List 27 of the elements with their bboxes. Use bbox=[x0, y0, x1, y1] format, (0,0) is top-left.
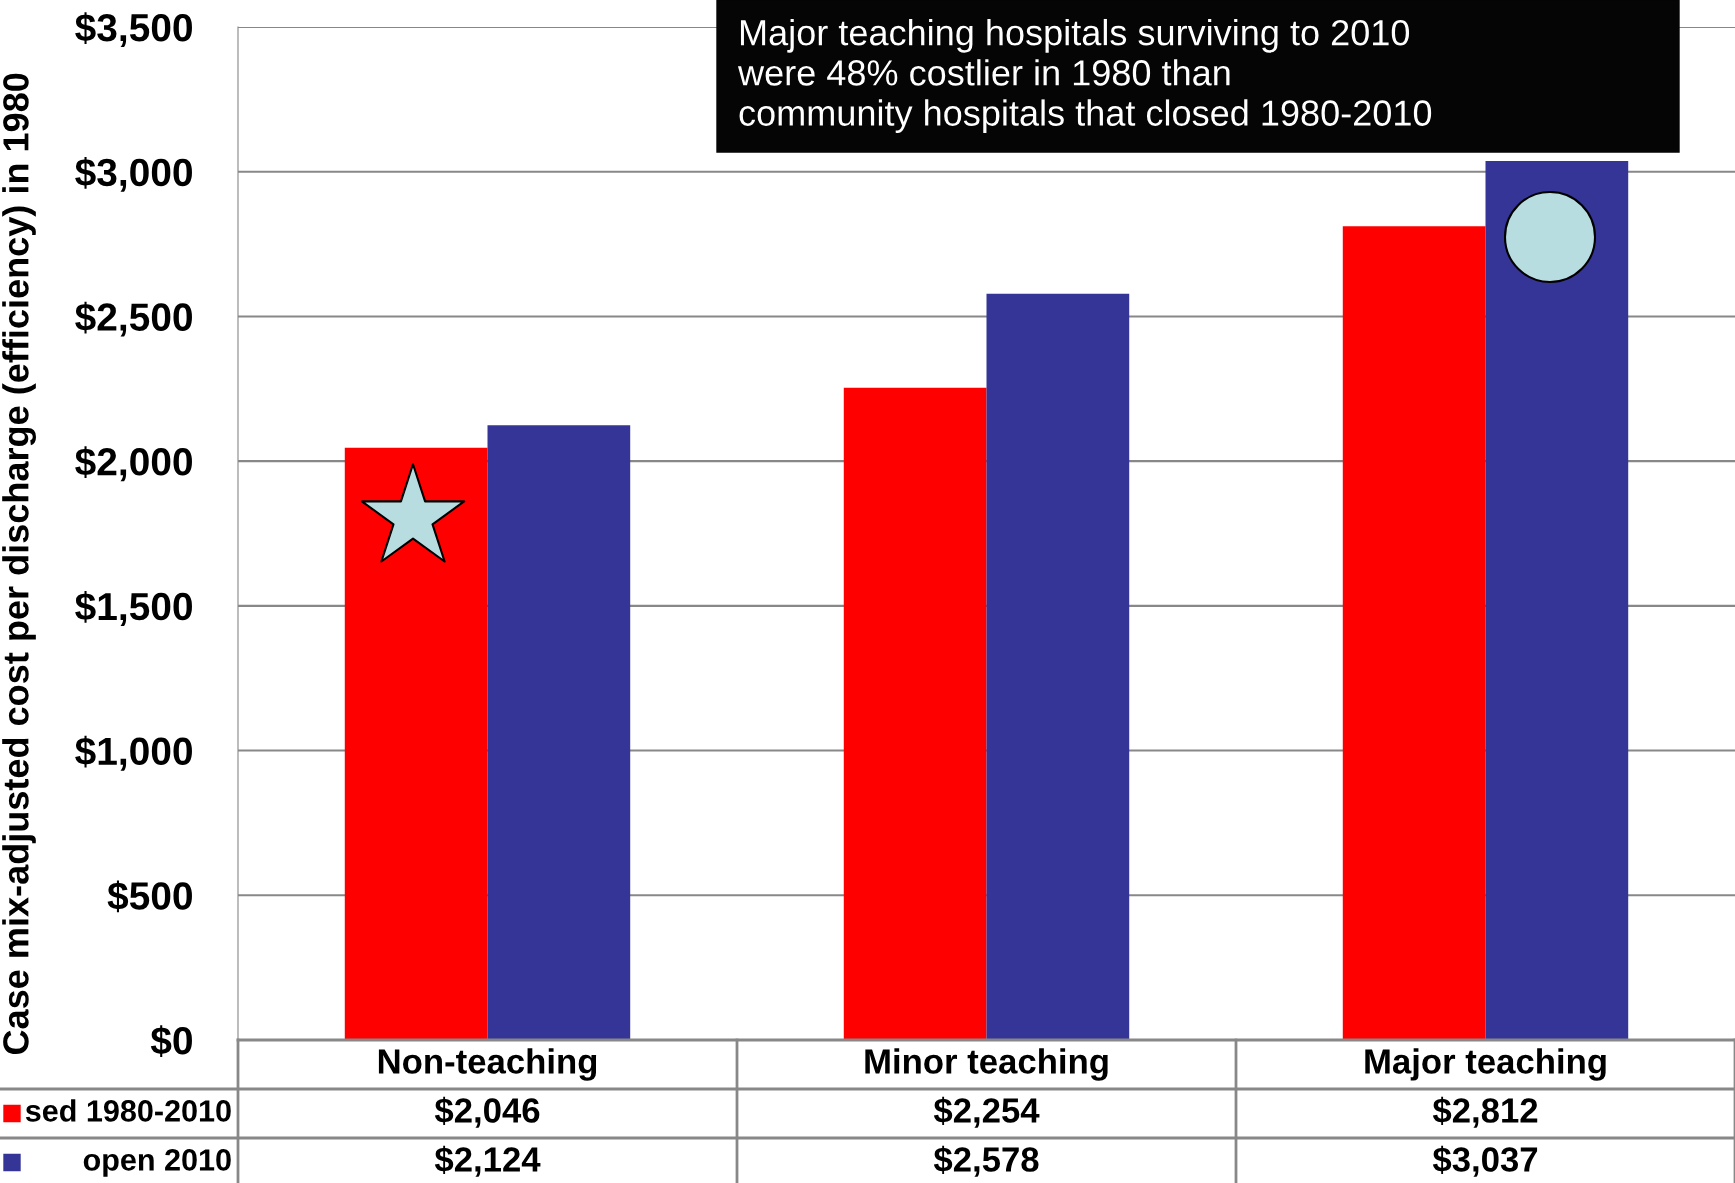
y-axis-title: Case mix-adjusted cost per discharge (efficiency) in 1980 bbox=[2, 73, 36, 1055]
data-label: $2,124 bbox=[434, 1145, 541, 1177]
data-label: $2,578 bbox=[933, 1145, 1039, 1177]
bar bbox=[843, 387, 987, 1040]
y-tick-label: $0 bbox=[150, 1025, 192, 1057]
x-tick-label: Major teaching bbox=[1365, 1048, 1606, 1081]
bar bbox=[344, 447, 488, 1040]
bar bbox=[487, 425, 631, 1040]
x-tick-label: Non-teaching bbox=[378, 1048, 597, 1081]
y-tick-label: $2,500 bbox=[75, 301, 192, 337]
data-label: $2,812 bbox=[1432, 1096, 1538, 1128]
bar bbox=[1485, 161, 1629, 1040]
data-label: $2,046 bbox=[434, 1096, 540, 1128]
y-tick-label: $1,000 bbox=[75, 735, 192, 771]
legend-label: sed 1980-2010 bbox=[25, 1099, 231, 1122]
annotation: Major teaching hospitals surviving to 2010 were 48% costlier in 1980 than community hospitals that closed 1980-2010 bbox=[737, 18, 1432, 134]
y-tick-label: $3,000 bbox=[75, 156, 192, 192]
legend-label: open 2010 bbox=[83, 1149, 231, 1177]
data-label: $3,037 bbox=[1432, 1145, 1538, 1177]
y-tick-label: $3,500 bbox=[75, 12, 192, 48]
y-tick-label: $1,500 bbox=[75, 591, 192, 626]
data-label: $2,254 bbox=[933, 1096, 1040, 1128]
x-tick-label: Minor teaching bbox=[865, 1048, 1108, 1081]
bar bbox=[1342, 226, 1486, 1040]
y-tick-label: $2,000 bbox=[75, 446, 192, 482]
y-tick-label: $500 bbox=[107, 880, 192, 913]
bar bbox=[986, 293, 1130, 1040]
